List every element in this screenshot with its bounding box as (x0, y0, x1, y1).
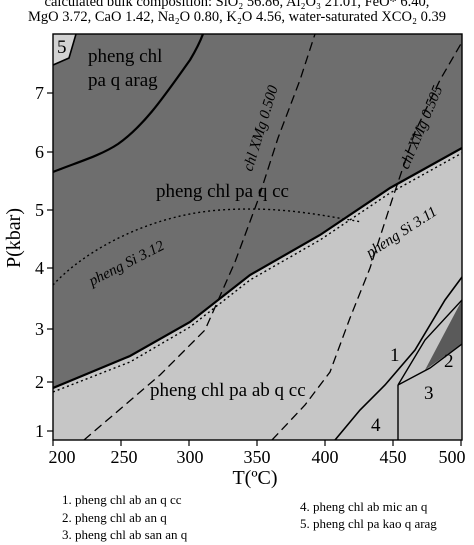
boundary-arag-cc (53, 34, 205, 174)
y-tick-3: 3 (35, 319, 44, 339)
boundary-field-1 (334, 276, 462, 440)
x-tick-500: 500 (439, 447, 466, 467)
field-label-top-1: pheng chl (88, 46, 162, 67)
y-tick-7: 7 (35, 83, 44, 103)
y-tick-1: 1 (35, 421, 44, 441)
isopleth-chl-500 (83, 34, 316, 440)
x-tick-350: 350 (244, 447, 271, 467)
dark-field (53, 34, 462, 388)
header-line-1: calculated bulk composition: SiO₂ 56.86,… (44, 0, 430, 10)
legend-item-1: 1. pheng chl ab an q cc (62, 492, 182, 507)
x-tick-300: 300 (177, 447, 204, 467)
y-tick-5: 5 (35, 200, 44, 220)
legend-item-5: 5. pheng chl pa kao q arag (300, 516, 437, 531)
field-label-lower: pheng chl pa ab q cc (150, 380, 306, 401)
header-line-2: MgO 3.72, CaO 1.42, Na₂O 0.80, K₂O 4.56,… (28, 9, 446, 25)
field-label-middle: pheng chl pa q cc (156, 181, 289, 202)
field-2 (425, 300, 462, 370)
legend-item-2: 2. pheng chl ab an q (62, 510, 167, 525)
x-tick-450: 450 (380, 447, 407, 467)
axis-ticks (47, 92, 462, 446)
field-label-5: 5 (57, 37, 67, 58)
field-label-1: 1 (390, 345, 400, 366)
y-tick-6: 6 (35, 142, 44, 162)
y-tick-4: 4 (35, 258, 44, 278)
legend-item-4: 4. pheng chl ab mic an q (300, 499, 428, 514)
boundary-field-3 (397, 343, 462, 386)
boundary-cc-ab (53, 147, 462, 390)
boundary-field-5 (53, 34, 77, 66)
isopleth-chl-505 (271, 41, 462, 440)
legend-item-3: 3. pheng chl ab san an q (62, 527, 188, 542)
field-5 (53, 34, 76, 65)
field-label-3: 3 (424, 383, 434, 404)
boundary-field-2 (397, 299, 462, 386)
field-label-top-2: pa q arag (88, 70, 158, 91)
y-axis-title: P(kbar) (3, 208, 25, 268)
field-label-4: 4 (371, 415, 381, 436)
field-label-2: 2 (444, 351, 454, 372)
x-tick-250: 250 (111, 447, 138, 467)
x-tick-200: 200 (49, 447, 76, 467)
y-tick-2: 2 (35, 372, 44, 392)
x-tick-400: 400 (312, 447, 339, 467)
isopleth-si-312 (53, 208, 363, 286)
x-axis-title: T(ºC) (232, 467, 277, 489)
